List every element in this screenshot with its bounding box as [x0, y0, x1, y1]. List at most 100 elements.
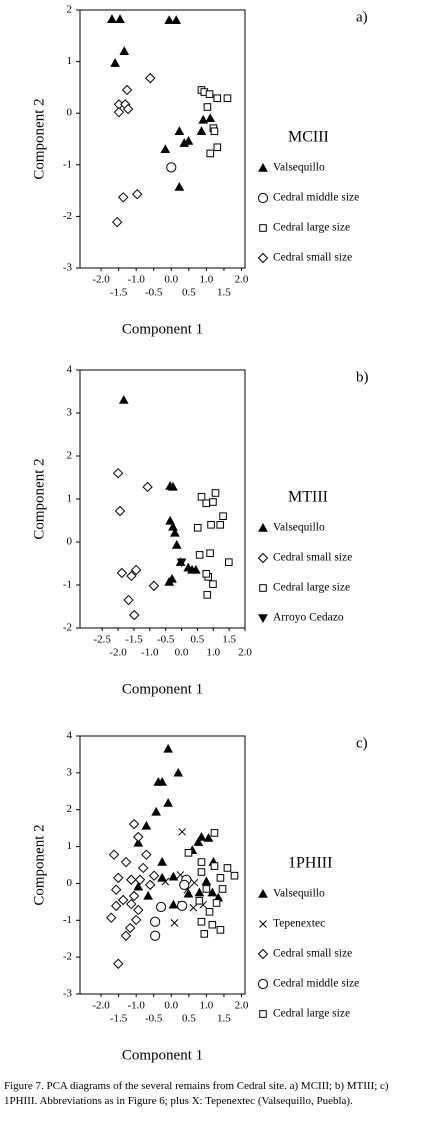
point: [160, 144, 171, 154]
x-tick-label: 0.0: [175, 647, 189, 659]
point: [167, 573, 177, 583]
x-tick-label: -2.0: [109, 647, 127, 659]
caption: Figure 7. PCA diagrams of the several re…: [4, 1080, 389, 1107]
point: [114, 505, 126, 517]
point: [128, 890, 140, 902]
y-tick-label: 4: [67, 364, 73, 376]
point: [108, 849, 120, 860]
point: [133, 881, 144, 891]
legend-title: 1PHIII: [288, 855, 332, 872]
legend-symbol: [259, 224, 267, 232]
point: [116, 567, 128, 579]
panel-label: c): [356, 735, 368, 751]
y-tick-label: 4: [67, 730, 73, 742]
x-tick-label: 2.0: [235, 1000, 249, 1012]
legend-label: Cedral small size: [273, 552, 352, 564]
point: [210, 127, 219, 136]
legend-label: Valsequillo: [273, 522, 325, 534]
x-tick-label: -1.0: [127, 1000, 145, 1012]
point: [120, 930, 132, 941]
legend-label: Cedral small size: [273, 252, 352, 264]
point: [216, 874, 225, 882]
legend-symbol: [257, 192, 269, 204]
point: [190, 878, 199, 887]
point: [128, 818, 140, 830]
point: [133, 837, 144, 847]
y-tick-label: -2: [63, 622, 72, 634]
legend-label: Cedral large size: [273, 582, 350, 594]
y-tick-label: 3: [67, 407, 73, 419]
legend-symbol: [257, 978, 269, 990]
panel-label: b): [356, 369, 369, 385]
point: [205, 908, 214, 916]
point: [198, 114, 209, 124]
x-tick-label: -1.5: [110, 1013, 128, 1025]
point: [189, 903, 198, 912]
point: [142, 481, 153, 493]
point: [106, 912, 117, 923]
point: [202, 570, 211, 578]
point: [207, 887, 218, 897]
point: [184, 849, 193, 857]
point: [174, 126, 185, 135]
y-tick-label: 2: [67, 803, 73, 815]
point: [200, 930, 209, 938]
point: [223, 94, 232, 103]
x-tick-label: 2.0: [238, 647, 252, 659]
x-tick-label: 1.0: [206, 647, 220, 659]
point: [170, 919, 179, 927]
point: [206, 549, 214, 557]
point: [112, 467, 124, 479]
point: [195, 896, 204, 905]
point: [113, 872, 124, 884]
legend-label: Cedral large size: [273, 1008, 350, 1020]
x-tick-label: -0.5: [145, 287, 163, 299]
legend-label: Cedral small size: [273, 948, 352, 960]
point: [197, 493, 206, 501]
point: [141, 849, 152, 860]
x-tick-label: 0.5: [182, 287, 196, 299]
plot-frame: [79, 735, 246, 995]
point: [168, 871, 179, 881]
y-tick-label: 1: [67, 55, 73, 67]
x-tick-label: 1.5: [217, 1013, 231, 1025]
legend-symbol: [257, 252, 269, 264]
point: [145, 879, 156, 891]
point: [113, 106, 125, 118]
point: [170, 527, 180, 537]
point: [190, 564, 201, 574]
x-tick-label: -2.5: [94, 634, 112, 646]
legend-symbol: [257, 552, 269, 564]
point: [202, 499, 211, 508]
x-axis-title: Component 1: [122, 681, 203, 697]
y-tick-label: 0: [67, 107, 73, 119]
point: [118, 395, 129, 404]
legend-symbol: [259, 584, 267, 592]
x-tick-label: 1.5: [222, 634, 236, 646]
point: [193, 837, 204, 846]
x-tick-label: 0.5: [182, 1013, 196, 1025]
point: [168, 899, 179, 909]
point: [137, 862, 149, 874]
legend-symbol: [259, 1010, 267, 1018]
point: [130, 914, 142, 926]
point: [177, 900, 188, 912]
legend-label: Cedral middle size: [273, 192, 359, 204]
point: [143, 890, 153, 900]
point: [121, 84, 133, 96]
point: [174, 181, 185, 191]
point: [110, 58, 120, 67]
point: [223, 864, 232, 872]
point: [119, 46, 130, 55]
figure: 210-1-2-3-2.0-1.5-1.0-0.50.00.51.01.52.0…: [31, 4, 369, 1064]
point: [117, 894, 129, 906]
point: [173, 767, 184, 777]
y-tick-label: -1: [63, 158, 72, 170]
point: [213, 94, 222, 103]
y-tick-label: -1: [63, 579, 72, 591]
point: [211, 489, 220, 497]
legend-label: Cedral large size: [273, 222, 350, 234]
legend-label: Valsequillo: [273, 888, 325, 900]
panel-label: a): [356, 9, 368, 25]
point: [176, 558, 187, 568]
